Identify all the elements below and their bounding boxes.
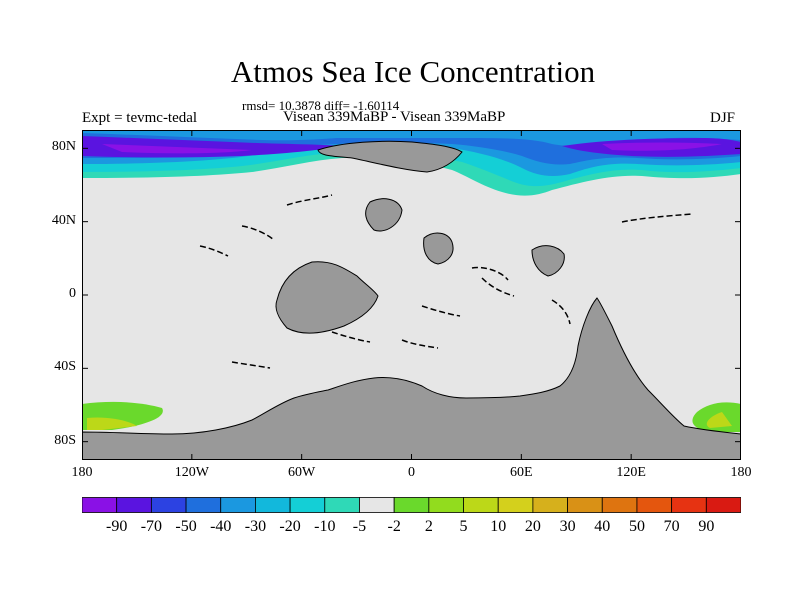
northeast-island <box>531 245 565 277</box>
colorbar-box <box>497 497 534 513</box>
colorbar-label: -30 <box>244 518 267 535</box>
colorbar-label: -5 <box>352 518 367 535</box>
colorbar-label: 20 <box>524 518 541 535</box>
colorbar-label: 70 <box>663 518 680 535</box>
y-tick-label: 80S <box>54 432 76 448</box>
colorbar-box <box>532 497 568 513</box>
y-tick-label: 40S <box>54 359 76 375</box>
x-tick-label: 60E <box>510 465 533 480</box>
colorbar-label: -70 <box>140 518 163 535</box>
colorbar-label: 2 <box>424 518 433 535</box>
colorbar-label: -10 <box>314 518 336 535</box>
contour-minus-90 <box>102 142 722 154</box>
colorbar-label: -40 <box>210 518 232 535</box>
x-tick-label: 120E <box>616 465 646 480</box>
east-island <box>423 232 454 265</box>
coastline-fragments <box>199 194 693 369</box>
x-tick-label: 180 <box>71 465 93 480</box>
x-tick-marks <box>82 130 741 460</box>
colorbar-box <box>185 497 222 513</box>
southeast-inner-patch <box>706 412 732 428</box>
colorbar-box <box>567 497 603 513</box>
colorbar-label: 40 <box>594 518 611 535</box>
colorbar-box <box>393 497 430 513</box>
x-tick-label: 180 <box>730 465 752 480</box>
colorbar-label: 90 <box>698 518 715 535</box>
colorbar-box <box>82 497 118 513</box>
colorbar-box <box>601 497 638 513</box>
southern-sea-ice-difference <box>82 401 741 432</box>
colorbar-box <box>289 497 326 513</box>
colorbar-box <box>359 497 395 513</box>
small-north-island <box>365 198 403 232</box>
colorbar-box <box>150 497 187 513</box>
colorbar-box <box>463 497 499 513</box>
chart-title: Atmos Sea Ice Concentration <box>230 54 596 89</box>
colorbar-label: -50 <box>175 518 197 535</box>
colorbar-box <box>220 497 256 513</box>
x-tick-label: 60W <box>288 465 316 480</box>
central-west-continent <box>275 261 379 334</box>
colorbar-label: 50 <box>628 518 645 535</box>
colorbar-label: -90 <box>106 518 128 535</box>
x-tick-label: 0 <box>408 465 415 480</box>
colorbar-label: -2 <box>387 518 401 535</box>
runs-label: Visean 339MaBP - Visean 339MaBP <box>283 109 506 125</box>
colorbar-box <box>255 497 291 513</box>
colorbar-box <box>705 497 741 513</box>
colorbar <box>82 497 741 513</box>
experiment-label: Expt = tevmc-tedal <box>82 110 198 126</box>
northern-island <box>317 140 463 173</box>
land-masses <box>82 140 741 460</box>
y-tick-label: 80N <box>51 139 76 155</box>
colorbar-box <box>636 497 673 513</box>
map-plot <box>82 130 741 460</box>
colorbar-box <box>324 497 360 513</box>
y-tick-label: 40N <box>51 212 76 228</box>
colorbar-label: 10 <box>490 518 507 535</box>
x-tick-label: 120W <box>174 465 209 480</box>
colorbar-box <box>116 497 152 513</box>
northern-sea-ice-difference <box>82 130 741 196</box>
southwest-inner-patch <box>87 417 137 430</box>
season-label: DJF <box>710 110 736 126</box>
contour-minus-40 <box>82 133 741 165</box>
colorbar-label: 5 <box>459 518 468 535</box>
contour-minus-70 <box>82 136 741 158</box>
southern-continent <box>82 297 741 460</box>
colorbar-label: 30 <box>559 518 576 535</box>
y-tick-label: 0 <box>69 286 76 301</box>
y-tick-marks <box>82 147 741 443</box>
stats-label: rmsd= 10.3878 diff= -1.60114 <box>242 98 400 113</box>
colorbar-box <box>671 497 707 513</box>
colorbar-label: -20 <box>279 518 301 535</box>
colorbar-box <box>428 497 464 513</box>
